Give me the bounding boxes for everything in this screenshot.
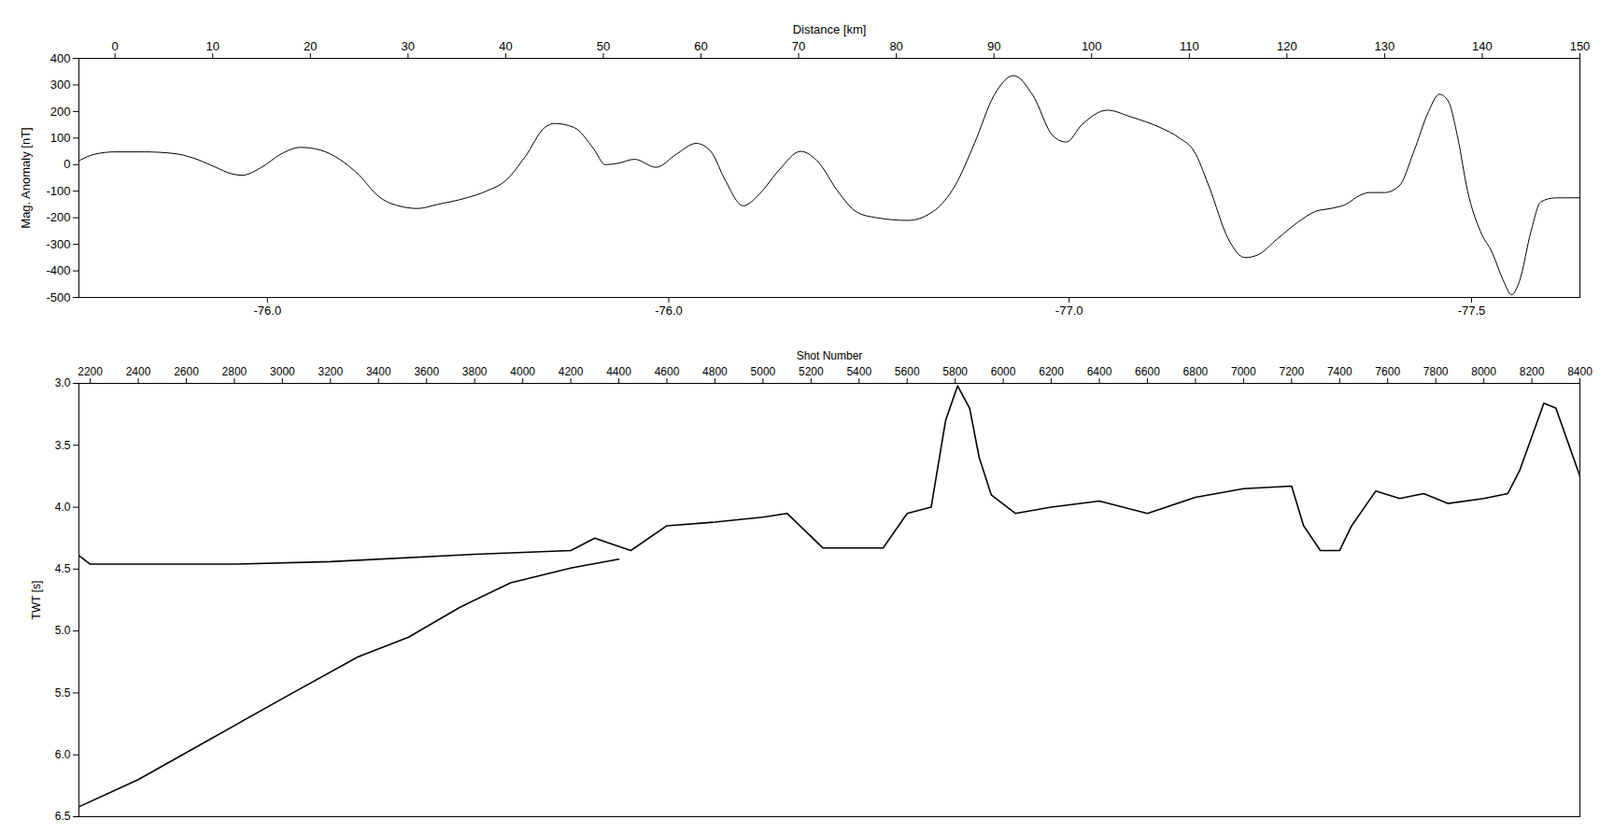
svg-text:5000: 5000 xyxy=(750,365,777,379)
svg-text:8200: 8200 xyxy=(1519,365,1545,379)
svg-text:20: 20 xyxy=(303,39,317,54)
svg-text:4000: 4000 xyxy=(509,365,536,379)
svg-text:80: 80 xyxy=(889,39,903,54)
svg-text:4600: 4600 xyxy=(654,365,680,379)
svg-text:6.0: 6.0 xyxy=(55,748,71,762)
svg-text:2400: 2400 xyxy=(126,365,152,379)
svg-text:90: 90 xyxy=(987,39,1001,54)
svg-text:100: 100 xyxy=(50,130,71,145)
svg-text:5400: 5400 xyxy=(846,365,872,379)
svg-text:3200: 3200 xyxy=(317,365,343,379)
svg-text:5.0: 5.0 xyxy=(55,623,71,638)
svg-text:6200: 6200 xyxy=(1038,365,1064,379)
svg-text:5.5: 5.5 xyxy=(55,686,71,700)
svg-text:5800: 5800 xyxy=(942,365,968,379)
svg-text:7800: 7800 xyxy=(1423,365,1449,379)
svg-text:200: 200 xyxy=(50,104,71,119)
svg-text:Mag. Anomaly [nT]: Mag. Anomaly [nT] xyxy=(18,127,33,228)
svg-text:0: 0 xyxy=(63,156,71,171)
svg-text:50: 50 xyxy=(596,39,610,54)
svg-text:120: 120 xyxy=(1276,39,1298,54)
svg-text:-200: -200 xyxy=(45,210,71,225)
svg-text:3400: 3400 xyxy=(366,365,392,379)
svg-text:300: 300 xyxy=(50,77,71,92)
svg-text:4800: 4800 xyxy=(702,365,728,379)
svg-text:-400: -400 xyxy=(45,263,71,278)
svg-text:7200: 7200 xyxy=(1278,365,1304,379)
svg-text:5200: 5200 xyxy=(798,365,824,379)
svg-text:3.5: 3.5 xyxy=(55,438,71,453)
svg-text:400: 400 xyxy=(50,51,71,66)
svg-text:6400: 6400 xyxy=(1087,365,1113,379)
svg-text:-500: -500 xyxy=(45,290,71,305)
svg-text:2200: 2200 xyxy=(77,365,103,379)
svg-text:8400: 8400 xyxy=(1567,365,1593,379)
svg-text:-300: -300 xyxy=(45,237,71,252)
svg-text:6.5: 6.5 xyxy=(55,809,71,823)
svg-text:0: 0 xyxy=(112,39,119,54)
svg-text:Distance [km]: Distance [km] xyxy=(792,22,867,37)
svg-text:60: 60 xyxy=(693,39,708,54)
svg-text:Shot Number: Shot Number xyxy=(796,349,864,363)
svg-text:6600: 6600 xyxy=(1134,365,1161,379)
svg-text:130: 130 xyxy=(1374,39,1396,54)
svg-text:10: 10 xyxy=(206,39,220,54)
svg-text:70: 70 xyxy=(792,39,806,54)
svg-text:7400: 7400 xyxy=(1327,365,1353,379)
svg-text:6800: 6800 xyxy=(1183,365,1209,379)
svg-text:3.0: 3.0 xyxy=(55,376,71,390)
svg-text:6000: 6000 xyxy=(991,365,1017,379)
svg-text:5600: 5600 xyxy=(894,365,921,379)
svg-text:40: 40 xyxy=(498,39,512,54)
svg-text:-100: -100 xyxy=(45,184,71,199)
svg-text:8000: 8000 xyxy=(1471,365,1497,379)
svg-text:2600: 2600 xyxy=(173,365,199,379)
svg-text:7600: 7600 xyxy=(1374,365,1401,379)
svg-text:-77.0: -77.0 xyxy=(1055,303,1084,318)
svg-text:100: 100 xyxy=(1081,39,1103,54)
svg-text:3800: 3800 xyxy=(462,365,488,379)
svg-text:30: 30 xyxy=(401,39,415,54)
svg-text:2800: 2800 xyxy=(222,365,248,379)
svg-text:TWT [s]: TWT [s] xyxy=(29,580,43,621)
svg-text:110: 110 xyxy=(1179,39,1200,54)
svg-text:140: 140 xyxy=(1472,39,1493,54)
svg-text:-76.0: -76.0 xyxy=(253,303,282,318)
svg-text:4400: 4400 xyxy=(606,365,632,379)
svg-text:-76.0: -76.0 xyxy=(654,303,683,318)
svg-text:4.0: 4.0 xyxy=(55,500,71,514)
svg-text:3600: 3600 xyxy=(413,365,439,379)
svg-text:150: 150 xyxy=(1570,39,1591,54)
svg-text:-77.5: -77.5 xyxy=(1458,303,1487,318)
svg-text:7000: 7000 xyxy=(1231,365,1257,379)
svg-text:4200: 4200 xyxy=(558,365,584,379)
svg-text:3000: 3000 xyxy=(269,365,296,379)
svg-text:4.5: 4.5 xyxy=(55,562,71,576)
